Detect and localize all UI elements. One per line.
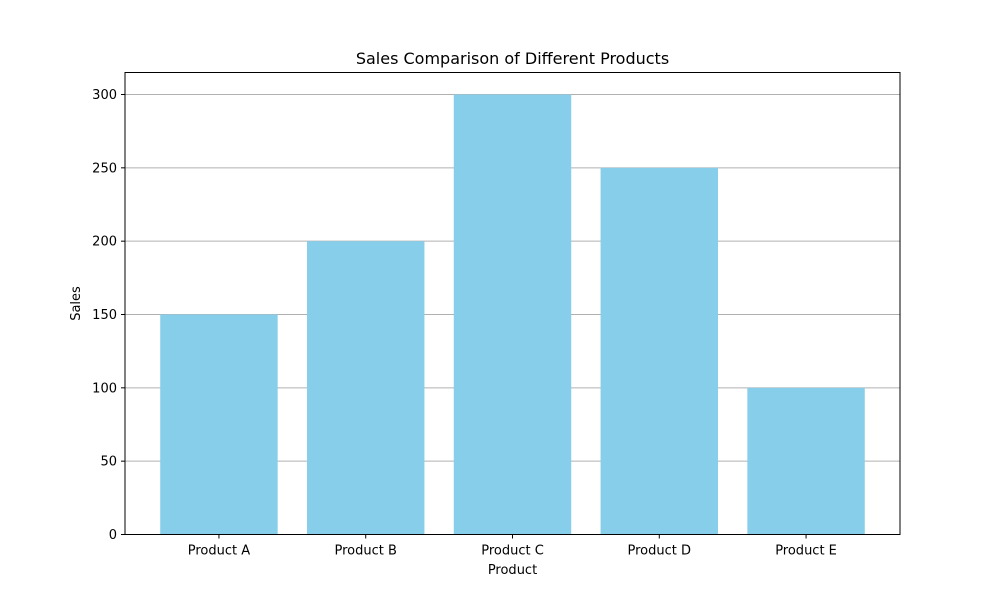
x-tick-label: Product B — [335, 544, 397, 559]
x-axis-ticks: Product A Product B Product C Product D Prod… — [188, 534, 837, 559]
y-tick-label: 200 — [92, 235, 117, 250]
y-tick-label: 250 — [92, 161, 117, 176]
x-tick-label: Product C — [481, 544, 544, 559]
x-tick-label: Product D — [628, 544, 692, 559]
bar — [453, 94, 572, 535]
y-tick-label: 50 — [100, 455, 117, 470]
x-tick-label: Product A — [188, 544, 250, 559]
bars — [160, 94, 865, 535]
y-tick-label: 150 — [92, 308, 117, 323]
y-axis-label: Sales — [69, 286, 84, 321]
bar — [747, 387, 865, 535]
y-tick-label: 100 — [92, 381, 117, 396]
x-axis-label: Product — [488, 563, 537, 578]
y-tick-label: 0 — [109, 528, 117, 543]
y-axis-ticks: 0 50 100 150 200 250 300 — [92, 88, 125, 543]
bar — [160, 314, 278, 535]
bar — [307, 241, 425, 535]
chart-title: Sales Comparison of Different Products — [356, 49, 669, 68]
y-tick-label: 300 — [92, 88, 117, 103]
x-tick-label: Product E — [775, 544, 837, 559]
bar — [600, 167, 718, 535]
